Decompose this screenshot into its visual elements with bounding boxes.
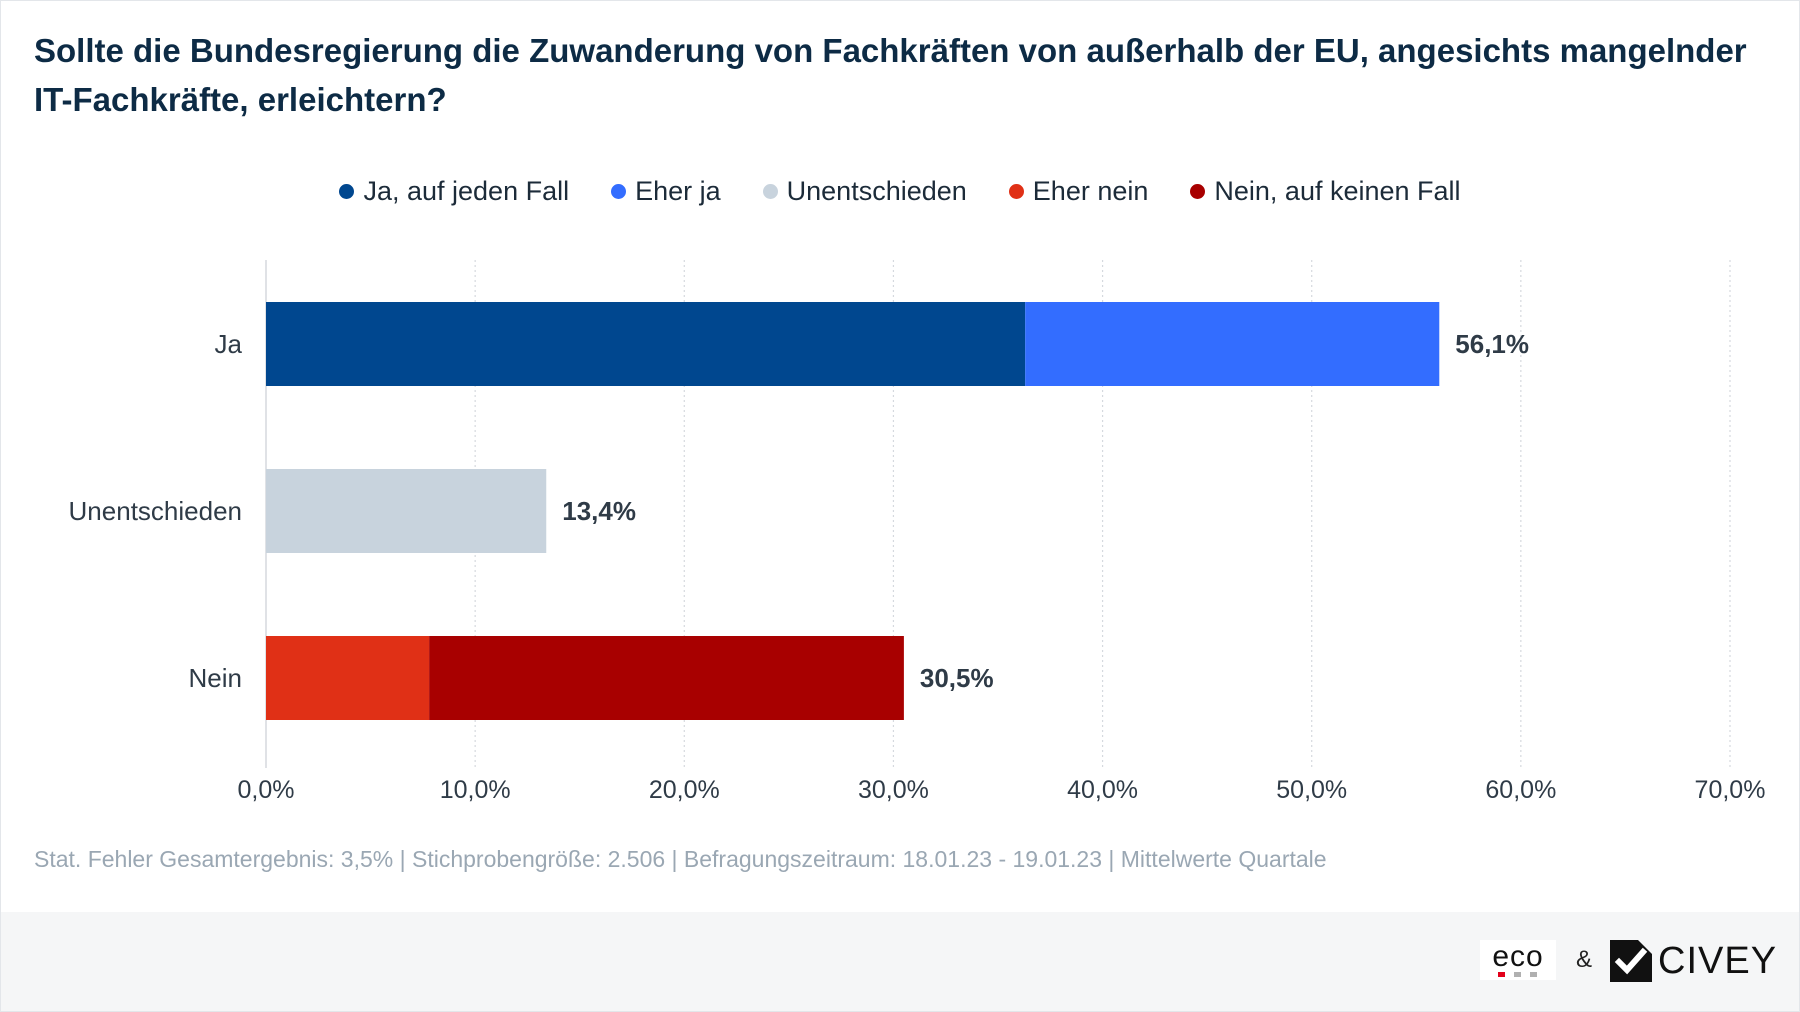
legend: Ja, auf jeden Fall Eher ja Unentschieden Eh… [0,176,1800,207]
legend-marker [611,184,627,199]
category-label: Nein [189,663,242,693]
eco-logo-dot [1498,972,1505,977]
data-label: 30,5% [920,663,994,693]
eco-logo-dot [1514,972,1521,977]
legend-label: Nein, auf keinen Fall [1214,176,1461,206]
legend-marker [339,184,355,199]
legend-label: Eher nein [1032,176,1149,206]
data-label: 56,1% [1455,329,1529,359]
legend-label: Ja, auf jeden Fall [363,176,570,206]
eco-logo-dot [1530,972,1537,977]
eco-logo-text: eco [1492,940,1544,973]
legend-item: Ja, auf jeden Fall [339,176,569,207]
legend-item: Eher nein [1008,176,1149,207]
x-tick-label: 60,0% [1485,776,1556,804]
legend-label: Eher ja [635,176,721,206]
x-tick-label: 40,0% [1067,776,1138,804]
bar-chart: 0,0% 10,0% 20,0% 30,0% 40,0% 50,0% 60,0% 70,0% J… [69,260,1766,804]
civey-logo-text: CIVEY [1658,940,1778,982]
bar-segment [266,636,430,720]
legend-item: Nein, auf keinen Fall [1190,176,1461,207]
x-tick-label: 30,0% [858,776,929,804]
x-tick-label: 0,0% [238,776,295,804]
legend-marker [1190,184,1206,199]
bar-segment [429,636,904,720]
legend-item: Unentschieden [762,176,967,207]
x-tick-label: 10,0% [440,776,511,804]
legend-marker [762,184,778,199]
x-tick-label: 70,0% [1695,776,1766,804]
category-label: Unentschieden [69,496,242,526]
legend-label: Unentschieden [786,176,967,206]
ampersand: & [1576,946,1593,973]
legend-item: Eher ja [611,176,721,207]
bar-segment [266,469,547,553]
legend-marker [1008,184,1024,199]
footnote: Stat. Fehler Gesamtergebnis: 3,5% | Stic… [34,846,1327,872]
eco-logo: eco [1480,940,1556,980]
civey-logo: CIVEY [1610,940,1777,982]
x-tick-label: 20,0% [649,776,720,804]
bar-segment [1025,302,1440,386]
category-label: Ja [215,329,243,359]
bar-segment [266,302,1026,386]
civey-check-icon [1610,940,1652,982]
chart-title: Sollte die Bundesregierung die Zuwanderu… [34,32,1747,118]
data-label: 13,4% [562,496,636,526]
x-tick-label: 50,0% [1276,776,1347,804]
